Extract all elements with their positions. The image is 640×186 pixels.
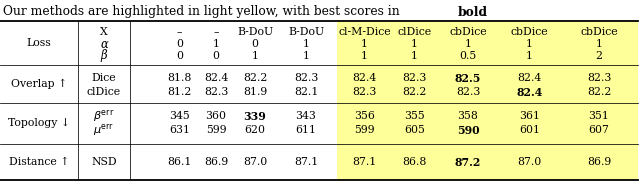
Text: 82.1: 82.1: [294, 87, 318, 97]
Text: 81.9: 81.9: [243, 87, 267, 97]
Text: 0: 0: [176, 39, 183, 49]
Text: 0: 0: [176, 51, 183, 61]
Text: X: X: [100, 27, 108, 37]
Text: 86.9: 86.9: [204, 157, 228, 167]
Text: 351: 351: [589, 111, 609, 121]
Text: NSD: NSD: [91, 157, 117, 167]
Text: β: β: [100, 49, 108, 62]
Text: Overlap ↑: Overlap ↑: [11, 79, 67, 89]
Text: 87.1: 87.1: [294, 157, 318, 167]
Text: 590: 590: [457, 124, 479, 135]
Text: 0: 0: [212, 51, 220, 61]
Text: bold: bold: [458, 6, 488, 18]
Text: 82.3: 82.3: [587, 73, 611, 83]
Text: 599: 599: [354, 125, 375, 135]
Text: 82.5: 82.5: [455, 73, 481, 84]
Text: 1: 1: [303, 51, 310, 61]
Text: 2: 2: [595, 51, 602, 61]
Text: 82.2: 82.2: [403, 87, 427, 97]
Text: B-DoU: B-DoU: [288, 27, 324, 37]
Text: 82.3: 82.3: [403, 73, 427, 83]
Text: Loss: Loss: [27, 38, 51, 48]
Text: 82.4: 82.4: [353, 73, 376, 83]
Text: 361: 361: [519, 111, 540, 121]
Text: –: –: [177, 27, 182, 37]
Bar: [337, 21, 638, 180]
Text: 1: 1: [526, 39, 533, 49]
Text: 87.1: 87.1: [353, 157, 376, 167]
Text: Topology ↓: Topology ↓: [8, 118, 70, 129]
Text: cbDice: cbDice: [449, 27, 487, 37]
Text: 0: 0: [252, 39, 259, 49]
Text: 86.1: 86.1: [167, 157, 192, 167]
Text: 1: 1: [361, 39, 368, 49]
Text: 82.4: 82.4: [204, 73, 228, 83]
Text: 356: 356: [354, 111, 375, 121]
Text: cl-M-Dice: cl-M-Dice: [338, 27, 391, 37]
Text: clDice: clDice: [397, 27, 431, 37]
Text: Dice: Dice: [92, 73, 116, 83]
Text: 1: 1: [411, 39, 418, 49]
Text: 611: 611: [296, 125, 317, 135]
Text: 339: 339: [244, 110, 266, 121]
Text: 1: 1: [595, 39, 602, 49]
Text: 82.3: 82.3: [352, 87, 377, 97]
Text: 1: 1: [303, 39, 310, 49]
Text: 343: 343: [296, 111, 316, 121]
Text: 631: 631: [169, 125, 190, 135]
Text: Our methods are highlighted in light yellow, with best scores in: Our methods are highlighted in light yel…: [3, 6, 404, 18]
Text: 601: 601: [519, 125, 540, 135]
Text: 355: 355: [404, 111, 425, 121]
Text: .: .: [481, 6, 485, 18]
Text: Distance ↑: Distance ↑: [9, 157, 69, 167]
Text: 1: 1: [526, 51, 533, 61]
Text: 86.9: 86.9: [587, 157, 611, 167]
Text: 82.4: 82.4: [517, 73, 541, 83]
Text: 599: 599: [205, 125, 227, 135]
Text: 86.8: 86.8: [403, 157, 427, 167]
Text: –: –: [213, 27, 219, 37]
Text: 82.4: 82.4: [516, 86, 543, 97]
Text: α: α: [100, 38, 108, 51]
Text: $\mu^{\mathsf{err}}$: $\mu^{\mathsf{err}}$: [93, 122, 115, 138]
Text: 358: 358: [458, 111, 479, 121]
Text: 81.8: 81.8: [167, 73, 192, 83]
Text: 1: 1: [212, 39, 220, 49]
Text: 87.0: 87.0: [243, 157, 267, 167]
Text: 0.5: 0.5: [460, 51, 477, 61]
Text: 82.2: 82.2: [587, 87, 611, 97]
Text: 87.2: 87.2: [455, 156, 481, 168]
Text: 81.2: 81.2: [167, 87, 192, 97]
Text: cbDice: cbDice: [511, 27, 548, 37]
Text: 345: 345: [169, 111, 190, 121]
Text: 360: 360: [205, 111, 227, 121]
Text: cbDice: cbDice: [580, 27, 618, 37]
Text: 1: 1: [252, 51, 259, 61]
Text: 82.2: 82.2: [243, 73, 267, 83]
Text: 1: 1: [361, 51, 368, 61]
Text: B-DoU: B-DoU: [237, 27, 273, 37]
Text: 1: 1: [465, 39, 472, 49]
Text: 82.3: 82.3: [294, 73, 318, 83]
Text: 82.3: 82.3: [456, 87, 480, 97]
Text: 1: 1: [411, 51, 418, 61]
Text: 607: 607: [589, 125, 609, 135]
Text: 82.3: 82.3: [204, 87, 228, 97]
Text: 605: 605: [404, 125, 425, 135]
Text: 87.0: 87.0: [517, 157, 541, 167]
Text: clDice: clDice: [87, 87, 121, 97]
Text: $\beta^{\mathsf{err}}$: $\beta^{\mathsf{err}}$: [93, 108, 115, 124]
Text: 620: 620: [244, 125, 266, 135]
